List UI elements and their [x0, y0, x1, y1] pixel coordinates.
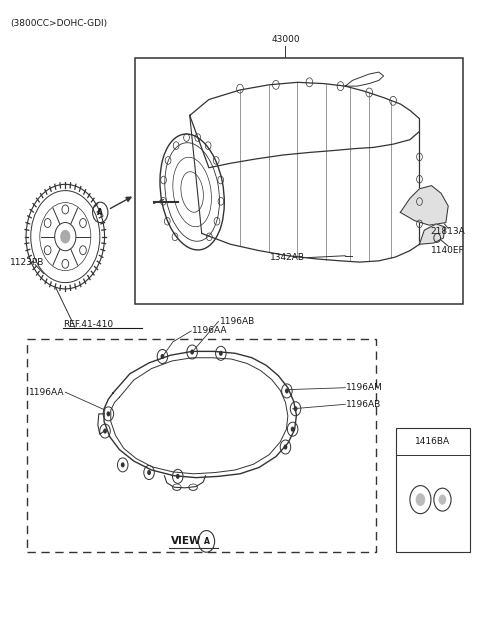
- Bar: [27, 339, 376, 552]
- Bar: [135, 58, 463, 304]
- Text: 1196AB: 1196AB: [346, 400, 382, 409]
- Text: 1196AB: 1196AB: [220, 317, 255, 326]
- Text: 1140EF: 1140EF: [431, 246, 464, 255]
- Circle shape: [107, 412, 110, 417]
- Circle shape: [294, 406, 298, 412]
- Text: 1196AA: 1196AA: [192, 327, 228, 335]
- Text: VIEW: VIEW: [170, 536, 201, 546]
- Circle shape: [103, 429, 107, 434]
- Text: 1196AM: 1196AM: [346, 383, 383, 392]
- Text: (3800CC>DOHC-GDI): (3800CC>DOHC-GDI): [10, 19, 108, 27]
- Circle shape: [219, 351, 223, 356]
- Text: 1123PB: 1123PB: [10, 258, 45, 266]
- Text: A: A: [204, 537, 209, 546]
- Circle shape: [121, 463, 125, 467]
- Text: 1196AA: 1196AA: [29, 388, 65, 397]
- Text: 1342AB: 1342AB: [270, 253, 305, 262]
- Text: A: A: [97, 208, 103, 217]
- Circle shape: [291, 427, 295, 432]
- Circle shape: [439, 495, 446, 505]
- Circle shape: [176, 473, 180, 479]
- Text: 43000: 43000: [271, 35, 300, 44]
- Bar: [396, 428, 470, 552]
- Text: REF.41-410: REF.41-410: [63, 320, 113, 329]
- Text: 1416BA: 1416BA: [415, 438, 450, 447]
- Circle shape: [60, 230, 71, 243]
- Circle shape: [190, 350, 194, 355]
- Text: 21813A: 21813A: [431, 227, 465, 236]
- Circle shape: [416, 493, 425, 506]
- Polygon shape: [420, 224, 445, 244]
- Circle shape: [147, 470, 151, 475]
- Circle shape: [284, 445, 288, 450]
- Circle shape: [285, 389, 289, 394]
- Polygon shape: [400, 185, 448, 225]
- Circle shape: [160, 354, 164, 359]
